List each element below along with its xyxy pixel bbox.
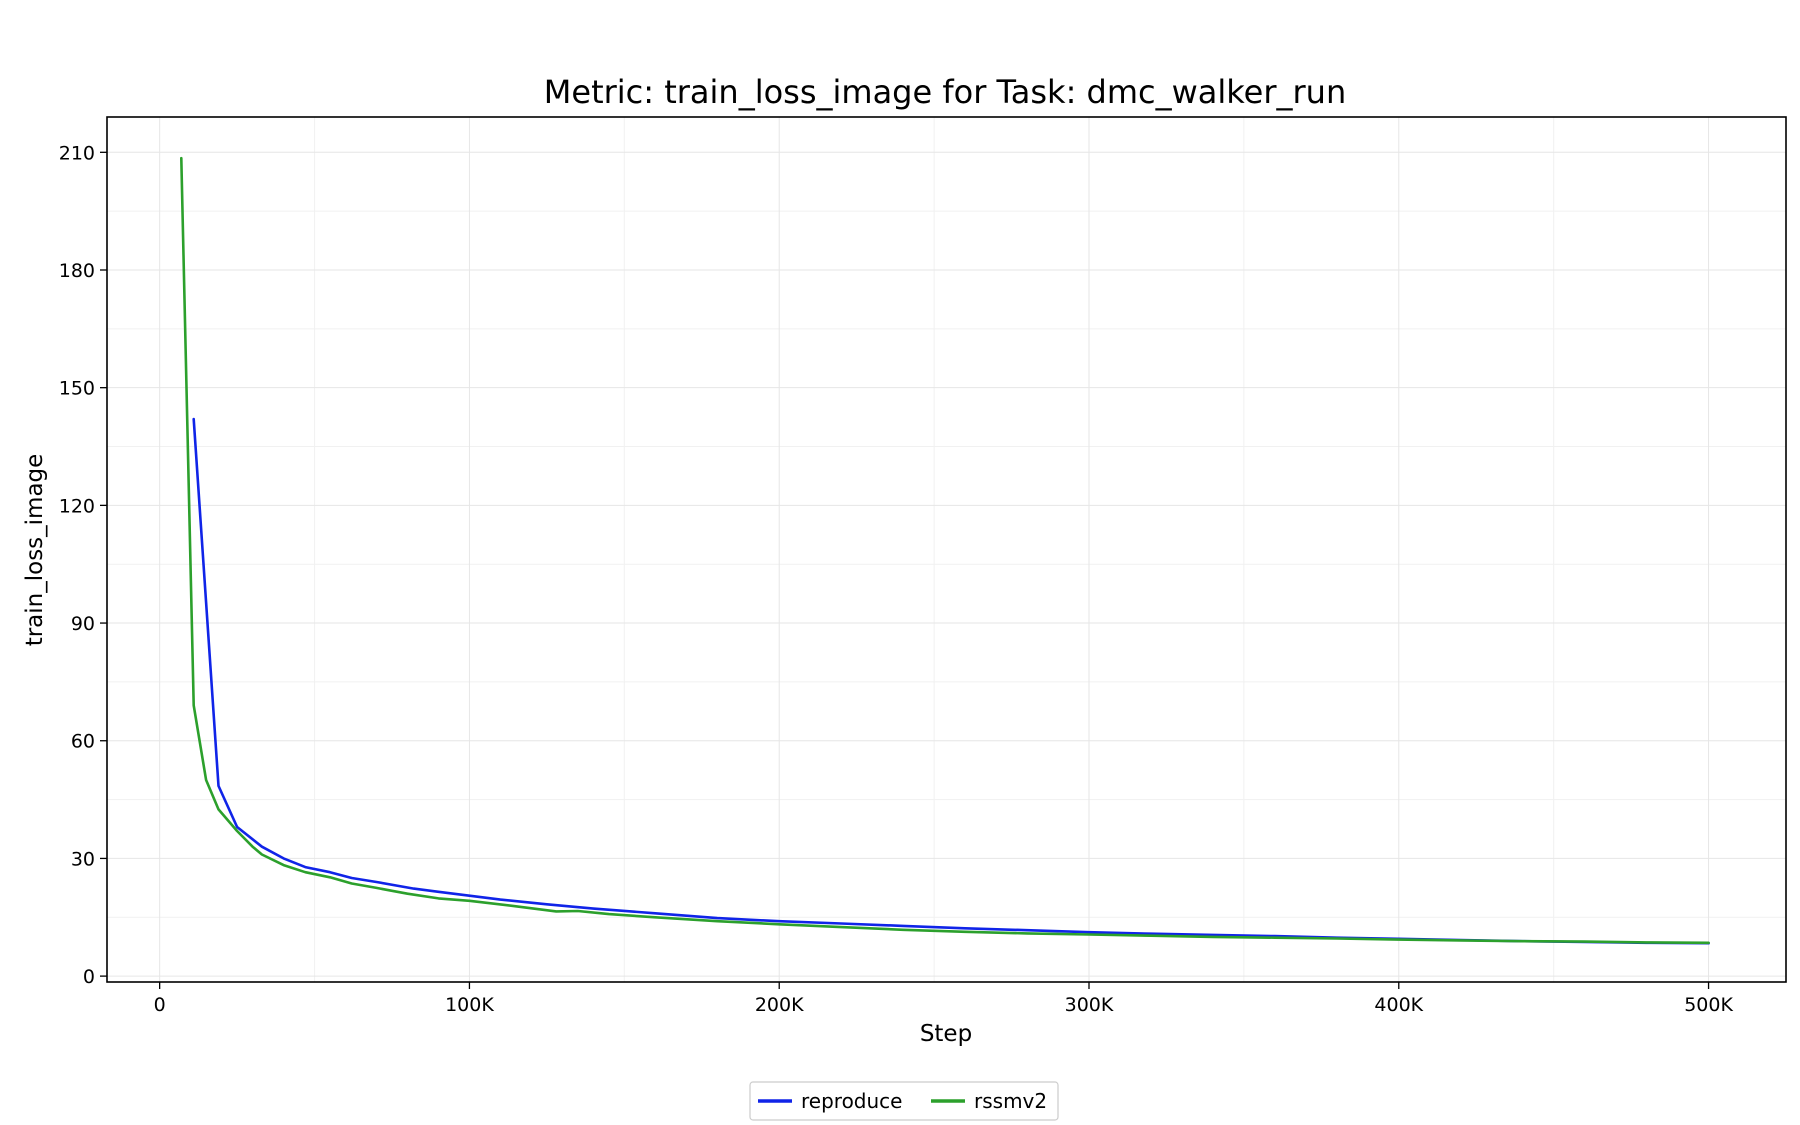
x-tick-label: 200K (755, 994, 804, 1016)
x-tick-label: 500K (1684, 994, 1733, 1016)
y-tick-label: 150 (59, 378, 95, 400)
y-tick-label: 210 (59, 142, 95, 164)
x-tick-label: 0 (154, 994, 166, 1016)
series-line-rssmv2 (180, 156, 1710, 945)
x-axis-label: Step (920, 1021, 972, 1047)
y-tick-label: 180 (59, 260, 95, 282)
y-tick-label: 60 (71, 731, 95, 753)
x-tick-label: 400K (1374, 994, 1423, 1016)
legend: reproduce rssmv2 (749, 1081, 1059, 1121)
axis-ticks: 0 100K 200K 300K 400K 500K 0 30 60 90 120 150 180 210 (59, 142, 1734, 1016)
y-tick-label: 120 (59, 495, 95, 517)
y-tick-label: 90 (71, 613, 95, 635)
series-lines (180, 156, 1710, 945)
series-line-reproduce (192, 417, 1710, 945)
legend-label-reproduce: reproduce (801, 1089, 902, 1113)
plot-area-frame (106, 116, 1787, 983)
x-tick-label: 100K (445, 994, 494, 1016)
x-tick-label: 300K (1065, 994, 1114, 1016)
legend-box (749, 1081, 1059, 1121)
grid-lines (107, 117, 1786, 982)
y-tick-label: 0 (83, 966, 95, 988)
legend-label-rssmv2: rssmv2 (974, 1089, 1047, 1113)
chart-title: Metric: train_loss_image for Task: dmc_w… (544, 73, 1346, 111)
y-axis-label: train_loss_image (22, 454, 48, 647)
y-tick-label: 30 (71, 848, 95, 870)
